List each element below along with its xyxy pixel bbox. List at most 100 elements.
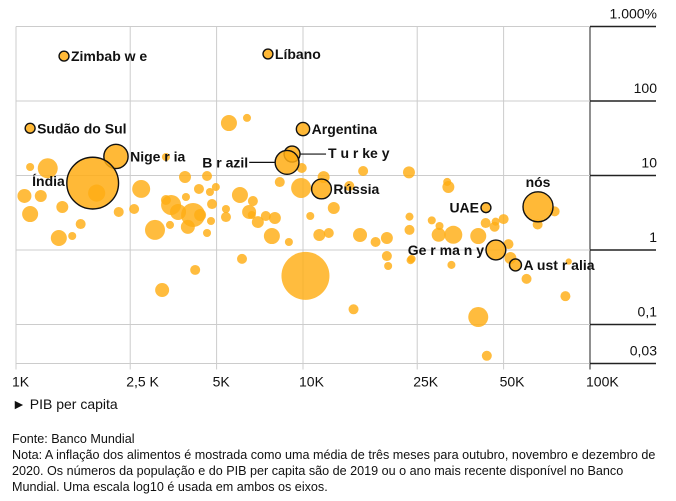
x-tick-label: 50K: [500, 373, 526, 389]
bubble: [353, 227, 368, 242]
bubble: [251, 216, 264, 229]
y-tick-label: 0,1: [638, 304, 658, 320]
x-tick-label: 25K: [413, 373, 439, 389]
bubble: [260, 211, 271, 221]
y-tick-label: 0,03: [630, 342, 657, 358]
source-text: Fonte: Banco Mundial: [12, 432, 135, 446]
x-tick-label: 2,5 K: [126, 373, 159, 389]
bubble: [481, 350, 492, 361]
y-tick-label: 100: [634, 80, 658, 96]
highlighted-bubble: [522, 191, 554, 223]
bubble: [405, 212, 414, 221]
bubble: [231, 187, 248, 204]
highlighted-bubble: [480, 202, 492, 214]
bubble: [503, 239, 514, 250]
bubble: [306, 211, 315, 221]
bubble: [565, 258, 572, 265]
bubble: [37, 158, 58, 179]
point-label: Nige r ia: [130, 148, 185, 164]
bubble: [560, 291, 571, 302]
point-label: Sudão do Sul: [37, 120, 126, 136]
bubble: [179, 171, 191, 183]
bubble: [406, 256, 415, 265]
highlighted-bubble: [24, 122, 36, 134]
bubble: [344, 180, 355, 191]
bubble: [274, 177, 285, 188]
x-axis-label: ► PIB per capita: [12, 396, 118, 412]
point-label: Argentina: [312, 121, 378, 137]
bubble: [402, 166, 415, 179]
bubble: [498, 214, 509, 225]
bubble: [268, 212, 281, 224]
highlighted-bubble: [103, 143, 129, 170]
highlighted-bubble: [508, 258, 523, 272]
point-label: nós: [526, 174, 551, 190]
bubble: [247, 210, 256, 220]
point-label: Líbano: [275, 46, 321, 62]
point-label: Rússia: [333, 181, 379, 197]
bubble: [203, 229, 212, 238]
bubble: [284, 237, 293, 247]
y-tick-label: 1.000%: [610, 6, 657, 22]
note-text: Nota: A inflação dos alimentos é mostrad…: [12, 448, 656, 494]
bubble: [370, 237, 381, 248]
bubble: [211, 183, 220, 192]
bubble: [113, 206, 124, 217]
bubble: [205, 188, 214, 197]
bubble: [220, 212, 231, 223]
footnote: Fonte: Banco Mundial Nota: A inflação do…: [12, 431, 672, 495]
bubble: [443, 177, 452, 186]
bubble: [247, 196, 258, 207]
bubble: [444, 225, 463, 244]
y-tick-label: 10: [641, 155, 657, 171]
x-tick-label: 10K: [299, 373, 325, 389]
bubble: [381, 251, 392, 262]
axis-ticks: 1K 2,5 K 5K 10K 25K 50K 100K 1.000% 100 10 1 0,1 0,0…: [12, 6, 657, 390]
bubble: [313, 229, 326, 241]
x-tick-label: 100K: [586, 373, 619, 389]
point-label: UAE: [449, 200, 479, 216]
bubble: [180, 219, 195, 234]
bubble: [431, 227, 446, 242]
bubble: [221, 204, 230, 214]
bubble: [380, 231, 393, 244]
bubble: [207, 199, 218, 210]
bubble: [75, 219, 86, 230]
bubble: [155, 283, 170, 298]
bubble: [480, 218, 491, 229]
bubble: [281, 251, 330, 300]
bubble: [17, 188, 32, 203]
x-tick-label: 1K: [12, 373, 30, 389]
bubble: [470, 228, 487, 245]
point-label: B r azil: [202, 154, 248, 170]
bubble-chart: Zimbab w e Líbano Sudão do Sul Argentina Nig…: [12, 6, 657, 390]
bubble: [427, 216, 436, 225]
bubble: [447, 260, 456, 269]
bubble: [348, 304, 359, 315]
bubble: [181, 192, 190, 201]
bubble: [190, 264, 201, 275]
bubble: [144, 219, 165, 240]
highlighted-bubble: [274, 149, 300, 176]
bubble: [22, 206, 39, 223]
bubble: [193, 183, 204, 194]
bubble: [237, 253, 248, 264]
bubble: [129, 204, 140, 215]
y-tick-label: 1: [649, 229, 657, 245]
bubble: [404, 224, 415, 235]
highlighted-bubble: [310, 178, 333, 200]
highlighted-bubble: [485, 239, 507, 261]
highlighted-bubble: [58, 50, 70, 62]
bubble: [327, 202, 340, 215]
x-tick-label: 5K: [213, 373, 231, 389]
bubble: [165, 220, 175, 229]
bubble: [263, 228, 280, 245]
point-labels: Zimbab w e Líbano Sudão do Sul Argentina Nig…: [32, 46, 595, 273]
bubble: [132, 179, 151, 198]
bubble: [194, 209, 207, 221]
point-label: Zimbab w e: [71, 48, 147, 64]
highlighted-bubble: [262, 48, 274, 60]
point-label: Ge r ma n y: [408, 242, 484, 258]
bubble: [358, 165, 369, 176]
bubble: [468, 307, 489, 328]
